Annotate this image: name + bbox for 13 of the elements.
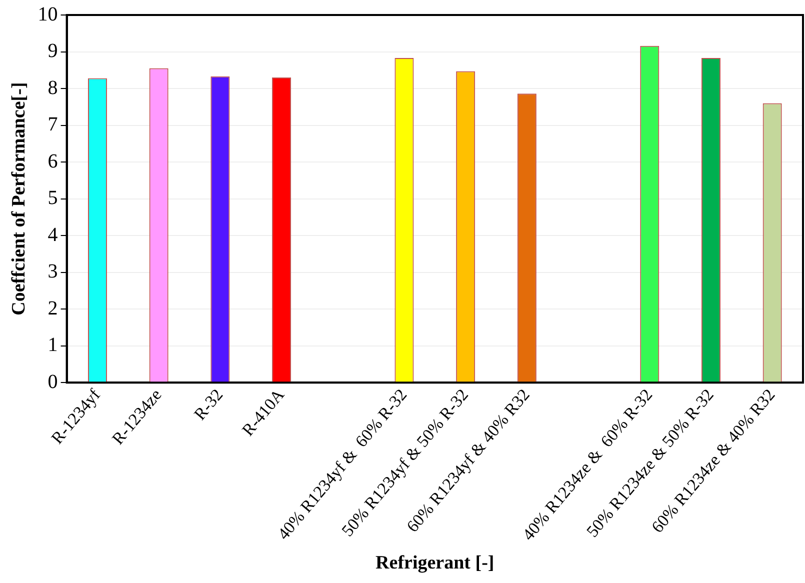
- y-tick-label: 4: [48, 224, 58, 246]
- y-tick-label: 6: [48, 150, 58, 172]
- y-tick-label: 0: [48, 370, 58, 393]
- y-tick-label: 8: [48, 76, 58, 99]
- y-tick-label: 7: [48, 114, 58, 136]
- y-axis-title: Coeffcient of Performance[-]: [8, 82, 30, 316]
- y-tick-label: 2: [48, 297, 58, 320]
- y-tick-label: 5: [48, 187, 58, 210]
- y-tick-label: 1: [48, 334, 58, 356]
- y-tick-label: 10: [38, 3, 58, 26]
- x-axis-title: Refrigerant [-]: [376, 552, 494, 574]
- y-tick-label: 9: [48, 40, 58, 62]
- y-tick-label: 3: [48, 260, 58, 283]
